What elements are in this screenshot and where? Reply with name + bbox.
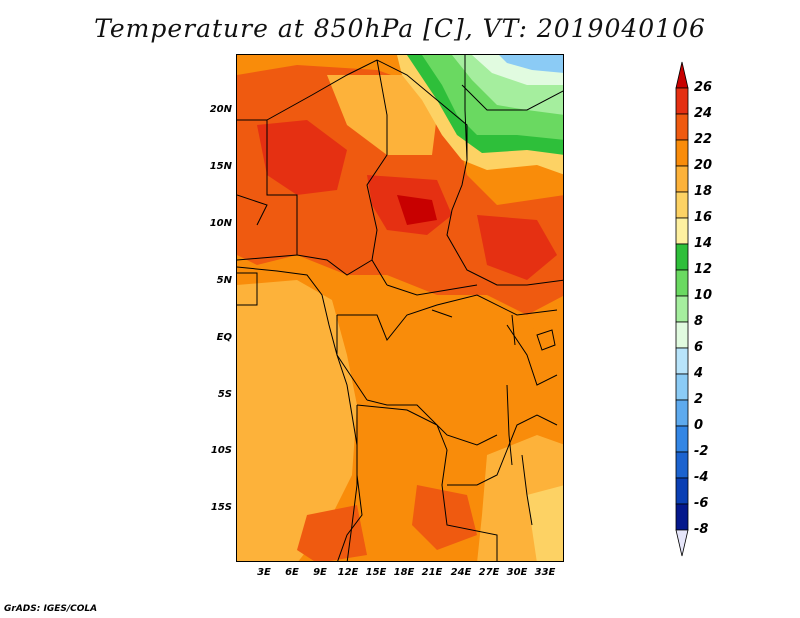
colorbar-label: -4 bbox=[694, 470, 709, 485]
colorbar-segment bbox=[675, 243, 689, 271]
colorbar-segment bbox=[675, 191, 689, 219]
colorbar-label: 24 bbox=[694, 106, 713, 121]
field-atlantic-warm bbox=[237, 280, 357, 561]
lon-label: 24E bbox=[450, 567, 472, 578]
lake-tanganyika-outline bbox=[506, 384, 513, 466]
country-borders bbox=[237, 55, 563, 561]
field-ne-blue bbox=[499, 55, 563, 73]
colorbar-segment bbox=[675, 425, 689, 453]
colorbar-label: 8 bbox=[694, 314, 704, 329]
colorbar-segment bbox=[675, 217, 689, 245]
colorbar-label: 26 bbox=[694, 80, 713, 95]
colorbar-segment bbox=[675, 87, 689, 115]
field-hot-core-east bbox=[477, 215, 557, 280]
colorbar-segment bbox=[675, 295, 689, 323]
colorbar-segment bbox=[675, 451, 689, 479]
lake-malawi-outline bbox=[521, 454, 533, 526]
lon-label: 12E bbox=[337, 567, 359, 578]
colorbar bbox=[675, 61, 689, 557]
lon-label: 3E bbox=[257, 567, 271, 578]
lon-label: 21E bbox=[421, 567, 443, 578]
colorbar-label: 20 bbox=[694, 158, 713, 173]
colorbar-label: 14 bbox=[694, 236, 713, 251]
colorbar-label: 0 bbox=[694, 418, 704, 433]
field-southeast-light bbox=[527, 485, 563, 561]
lat-label: 15N bbox=[209, 161, 232, 172]
lon-label: 30E bbox=[506, 567, 528, 578]
colorbar-segment bbox=[675, 113, 689, 141]
colorbar-segment bbox=[675, 477, 689, 505]
temperature-map bbox=[236, 54, 564, 562]
colorbar-label: 4 bbox=[694, 366, 704, 381]
map-title: Temperature at 850hPa [C], VT: 201904010… bbox=[94, 14, 706, 43]
lat-label: 10N bbox=[209, 218, 232, 229]
colorbar-label: 22 bbox=[694, 132, 713, 147]
atlantic-coastline bbox=[237, 266, 358, 561]
lake-victoria-outline bbox=[536, 329, 556, 351]
field-sahara-cool bbox=[327, 75, 437, 155]
lat-label: 5S bbox=[217, 389, 232, 400]
lat-label: 10S bbox=[210, 445, 232, 456]
field-hot-core-west bbox=[257, 120, 347, 195]
lon-label: 27E bbox=[478, 567, 500, 578]
grads-credit: GrADS: IGES/COLA bbox=[4, 604, 98, 614]
colorbar-segment bbox=[675, 373, 689, 401]
colorbar-segment bbox=[675, 347, 689, 375]
field-south-hot-east bbox=[412, 485, 477, 550]
colorbar-label: 16 bbox=[694, 210, 713, 225]
colorbar-label: -8 bbox=[694, 522, 709, 537]
lat-label: EQ bbox=[216, 332, 232, 343]
colorbar-label: 18 bbox=[694, 184, 713, 199]
lon-label: 18E bbox=[393, 567, 415, 578]
colorbar-segment bbox=[675, 269, 689, 297]
lakes bbox=[431, 309, 556, 526]
field-hottest-core bbox=[397, 195, 437, 225]
lon-label: 33E bbox=[534, 567, 556, 578]
lon-label: 9E bbox=[313, 567, 327, 578]
lon-label: 15E bbox=[365, 567, 387, 578]
lat-label: 15S bbox=[210, 502, 232, 513]
colorbar-top-arrow bbox=[675, 61, 689, 89]
colorbar-label: 10 bbox=[694, 288, 713, 303]
lake-albert-outline bbox=[511, 314, 516, 346]
colorbar-segment bbox=[675, 139, 689, 167]
river-outline bbox=[431, 309, 453, 318]
colorbar-label: -2 bbox=[694, 444, 709, 459]
colorbar-label: -6 bbox=[694, 496, 709, 511]
lat-label: 5N bbox=[216, 275, 232, 286]
colorbar-segment bbox=[675, 165, 689, 193]
temperature-map-svg bbox=[237, 55, 563, 561]
colorbar-segment bbox=[675, 503, 689, 531]
colorbar-segment bbox=[675, 321, 689, 349]
colorbar-label: 12 bbox=[694, 262, 713, 277]
colorbar-segment bbox=[675, 399, 689, 427]
lon-label: 6E bbox=[285, 567, 299, 578]
lat-label: 20N bbox=[209, 104, 232, 115]
colorbar-label: 6 bbox=[694, 340, 704, 355]
colorbar-label: 2 bbox=[694, 392, 704, 407]
colorbar-bottom-arrow bbox=[675, 529, 689, 557]
